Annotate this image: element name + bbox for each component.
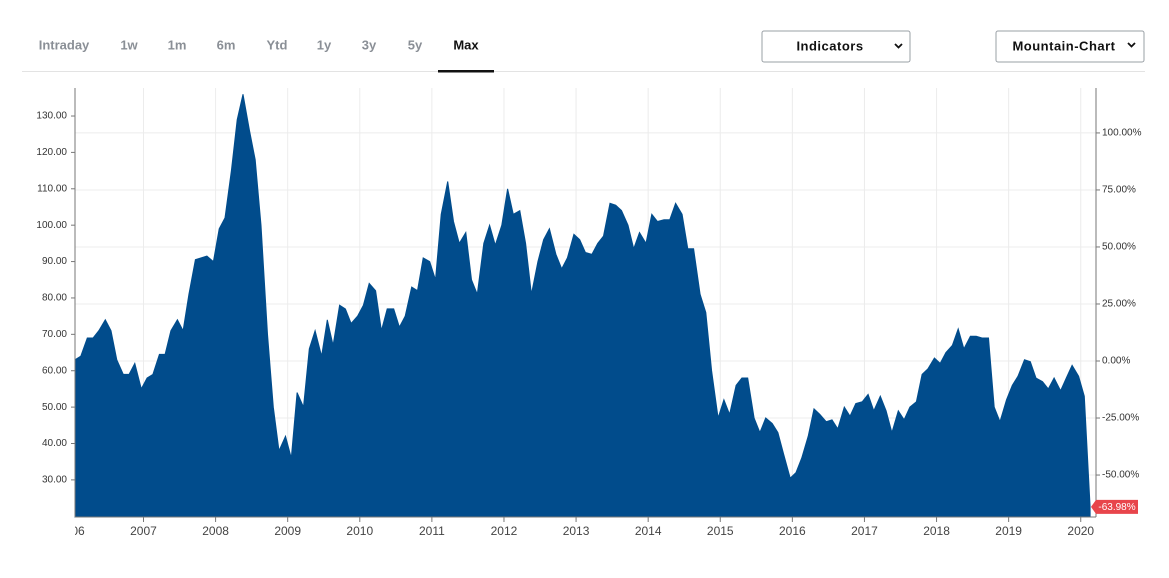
x-tick-label: 2011	[419, 524, 445, 538]
x-tick-label: 2015	[707, 524, 734, 538]
x-tick-label: 2018	[923, 524, 950, 538]
last-value-badge: -63.98%	[1091, 499, 1138, 514]
x-tick-label: 2019	[995, 524, 1022, 538]
chart-type-dropdown[interactable]	[995, 30, 1145, 63]
area	[74, 94, 1091, 518]
dropdown-label: Indicators	[796, 38, 863, 53]
tab[interactable]: 1y	[317, 37, 332, 52]
x-tick-label: 2007	[130, 524, 157, 538]
y-tick-label: 60.00	[42, 365, 67, 376]
x-tick-label: 2016	[779, 524, 806, 538]
y-tick-label: 50.00	[42, 402, 67, 413]
chevron	[894, 43, 903, 49]
y-tick-label: 120.00	[36, 147, 67, 158]
tab[interactable]: Intraday	[39, 37, 90, 52]
y2-tick-label: 50.00%	[1102, 242, 1136, 253]
x-tick-label: 2006	[58, 524, 85, 538]
badge-label: -63.98%	[1098, 502, 1135, 513]
badge-shape	[1091, 499, 1138, 514]
tab[interactable]: 1m	[168, 37, 187, 52]
y-tick-label: 130.00	[36, 111, 67, 122]
tab[interactable]: Ytd	[267, 37, 288, 52]
x-tick-label: 2014	[635, 524, 662, 538]
x-tick-label: 2010	[346, 524, 373, 538]
y-tick-label: 110.00	[37, 183, 67, 194]
x-tick-label: 2020	[1067, 524, 1094, 538]
y2-tick-label: 0.00%	[1102, 356, 1130, 367]
x-tick-label: 2017	[851, 524, 878, 538]
y2-tick-label: 75.00%	[1102, 185, 1136, 196]
x-tick-label: 2012	[491, 524, 518, 538]
y-tick-label: 70.00	[42, 329, 67, 340]
y2-tick-label: 25.00%	[1102, 299, 1136, 310]
tab[interactable]: 3y	[362, 37, 377, 52]
x-tick-label: 2013	[563, 524, 590, 538]
y2-tick-label: -50.00%	[1102, 470, 1139, 481]
x-tick-label: 2008	[202, 524, 229, 538]
tab-bar: Intraday 1w 1m 6m Ytd 1y 3y 5y Max	[39, 37, 494, 73]
tab[interactable]: 1w	[120, 37, 138, 52]
tab[interactable]: 6m	[217, 37, 236, 52]
y2-tick-label: -25.00%	[1102, 413, 1139, 424]
active-tab-underline	[438, 70, 494, 73]
y-tick-label: 100.00	[36, 220, 67, 231]
indicators-dropdown[interactable]	[761, 30, 911, 63]
tab[interactable]: Max	[453, 37, 479, 52]
y-tick-label: 40.00	[42, 438, 67, 449]
y-tick-label: 80.00	[42, 293, 67, 304]
chevron	[1127, 42, 1136, 48]
x-tick-label: 2009	[274, 524, 301, 538]
tab[interactable]: 5y	[408, 37, 423, 52]
dropdown-label: Mountain-Chart	[1012, 38, 1115, 53]
y-tick-label: 30.00	[42, 475, 67, 486]
y2-tick-label: 100.00%	[1102, 128, 1142, 139]
y-tick-label: 90.00	[42, 256, 67, 267]
